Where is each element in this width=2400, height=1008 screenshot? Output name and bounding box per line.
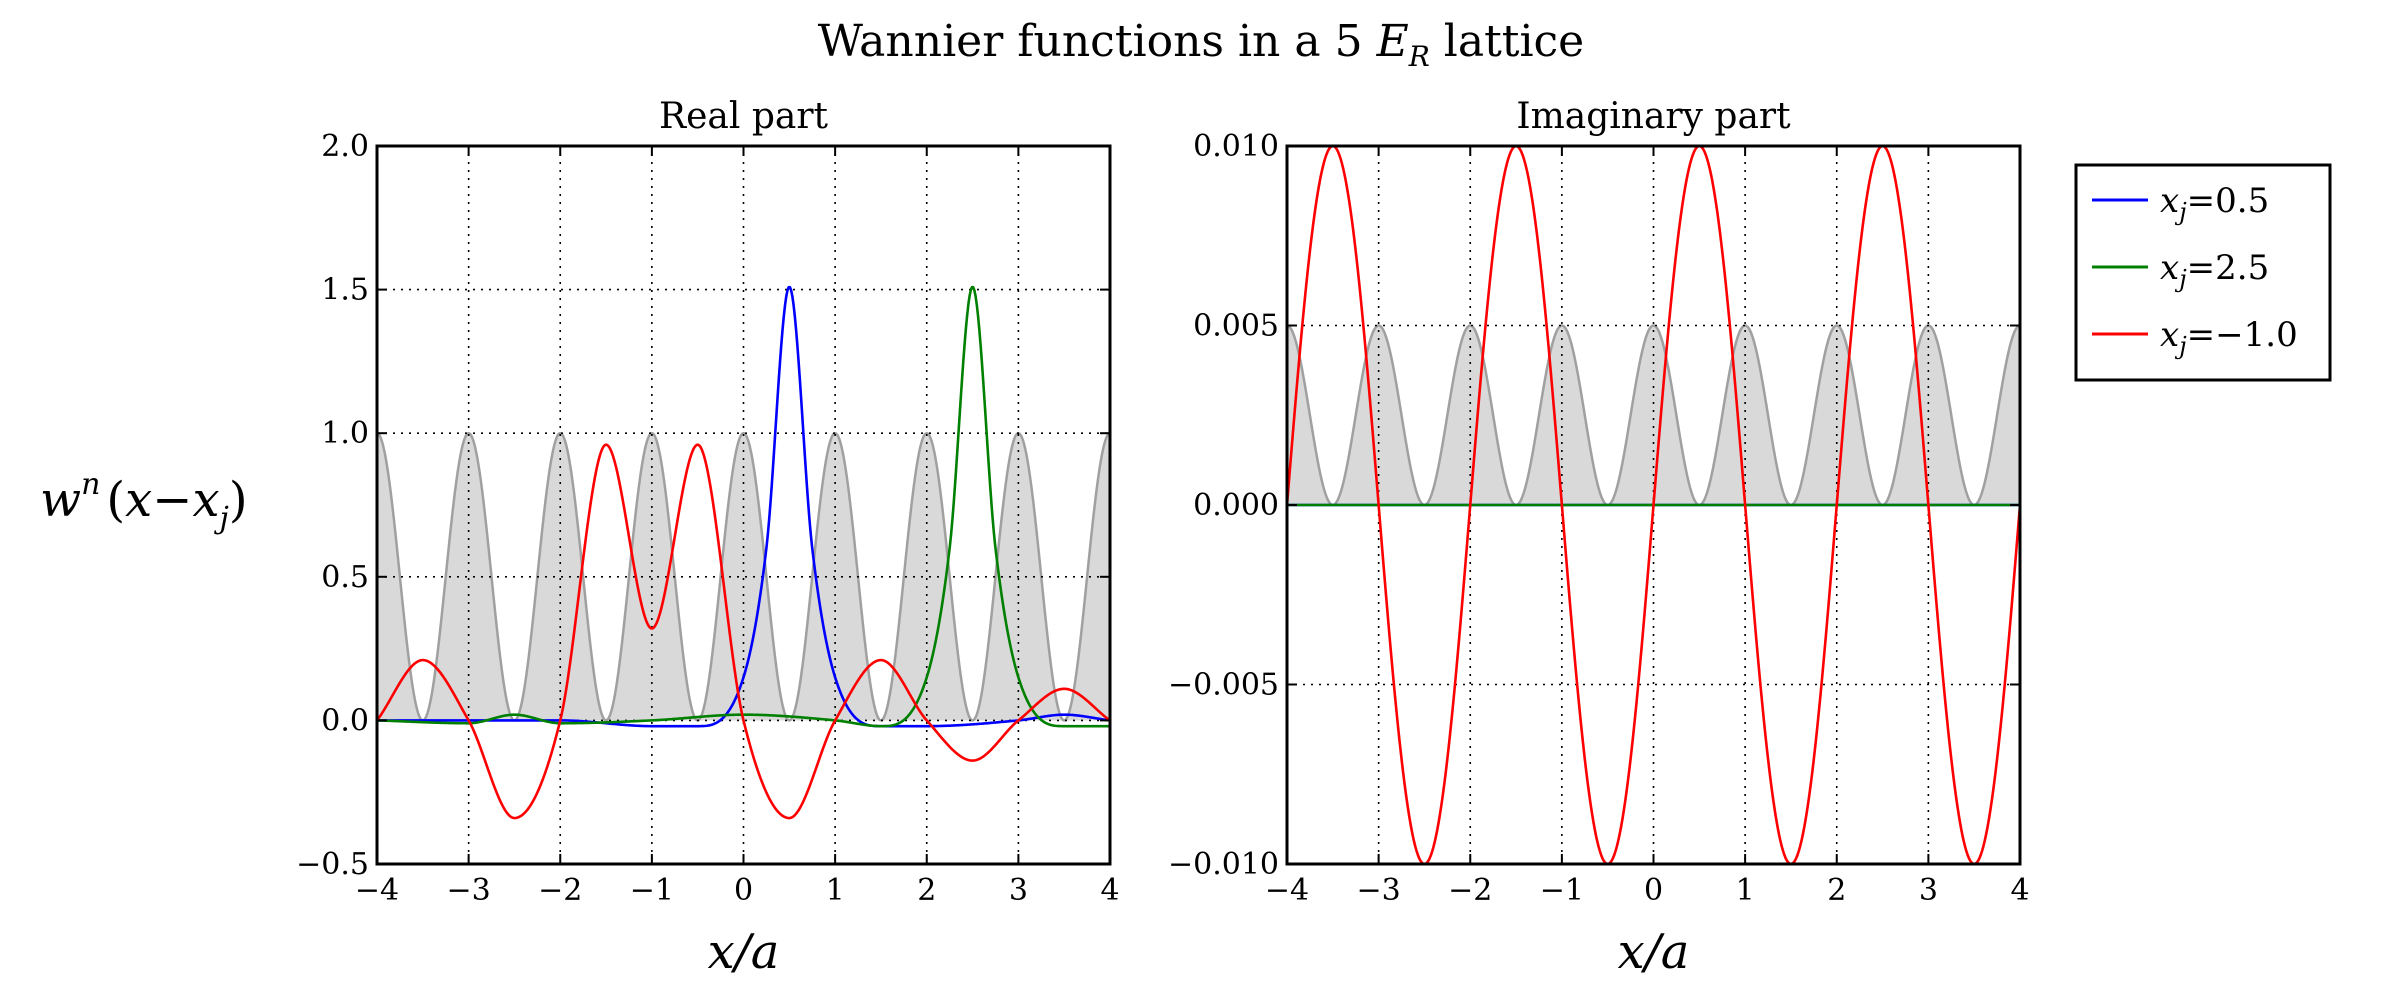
x-tick-label: −4 [1265,873,1309,908]
lattice-curve [1287,324,2020,507]
legend-label-1: xj=2.5 [2160,248,2269,293]
y-tick-label: −0.010 [1168,847,1279,882]
legend: xj=0.5 xj=2.5 xj=−1.0 [2074,163,2332,382]
lattice-potential [1287,324,2020,507]
y-tick-label: 0.0 [321,703,369,738]
panel-title: Imaginary part [1516,96,1791,137]
x-tick-label: 1 [1736,873,1755,908]
x-tick-label: −1 [630,873,674,908]
x-tick-label: −2 [538,873,582,908]
legend-entry-1: xj=2.5 [2092,248,2269,293]
y-tick-label: 2.0 [321,129,369,164]
y-tick-label: −0.5 [296,847,369,882]
legend-entry-2: xj=−1.0 [2092,315,2298,360]
y-tick-label: 0.010 [1193,129,1279,164]
legend-label-2: xj=−1.0 [2160,315,2298,360]
y-tick-label: 0.000 [1193,488,1279,523]
x-tick-label: 4 [2010,873,2029,908]
series-lines [1287,146,2020,864]
real-part-panel: −4 −3 −2 −1 0 1 2 3 4 −0.5 0.0 0.5 1.0 1.5 2.0 Real pa… [296,96,1119,980]
tick-marks: −4 −3 −2 −1 0 1 2 3 4 −0.5 0.0 0.5 1.0 1.5 2.0 [296,129,1119,908]
x-tick-label: 0 [734,873,753,908]
series-line-0 [377,285,1110,728]
y-tick-label: 1.0 [321,416,369,451]
x-tick-label: 1 [826,873,845,908]
x-tick-label: 3 [1919,873,1938,908]
x-tick-label: 2 [1827,873,1846,908]
y-tick-label: 0.005 [1193,309,1279,344]
x-tick-label: 3 [1009,873,1028,908]
y-tick-label: −0.005 [1168,668,1279,703]
lattice-fill [1287,325,2020,505]
x-tick-label: −3 [1357,873,1401,908]
plot-frame [375,144,1112,866]
x-tick-label: 2 [917,873,936,908]
imaginary-part-panel: −4 −3 −2 −1 0 1 2 3 4 −0.010 −0.005 0.000 0.005 0.010… [1168,96,2030,980]
lattice-curve [377,431,1110,722]
legend-entry-0: xj=0.5 [2092,181,2269,226]
x-tick-label: −1 [1540,873,1584,908]
x-tick-label: 4 [1100,873,1119,908]
legend-label-0: xj=0.5 [2160,181,2269,226]
series-line-2 [1287,146,2020,864]
x-tick-label: 0 [1644,873,1663,908]
y-axis-label: wn (x−xj) [40,467,248,536]
x-tick-label: −3 [447,873,491,908]
x-axis-label: x/a [708,924,780,980]
plot-frame [1285,144,2022,866]
series-line-2 [377,443,1110,820]
x-tick-label: −4 [355,873,399,908]
panel-title: Real part [659,96,829,137]
y-tick-label: 1.5 [321,273,369,308]
lattice-potential [377,431,1110,722]
figure-title: Wannier functions in a 5 ER lattice [818,16,1584,73]
series-lines [377,285,1110,820]
tick-marks: −4 −3 −2 −1 0 1 2 3 4 −0.010 −0.005 0.000 0.005 0.010 [1168,129,2030,908]
lattice-fill [377,433,1110,721]
y-tick-label: 0.5 [321,560,369,595]
x-axis-label: x/a [1618,924,1690,980]
x-tick-label: −2 [1448,873,1492,908]
